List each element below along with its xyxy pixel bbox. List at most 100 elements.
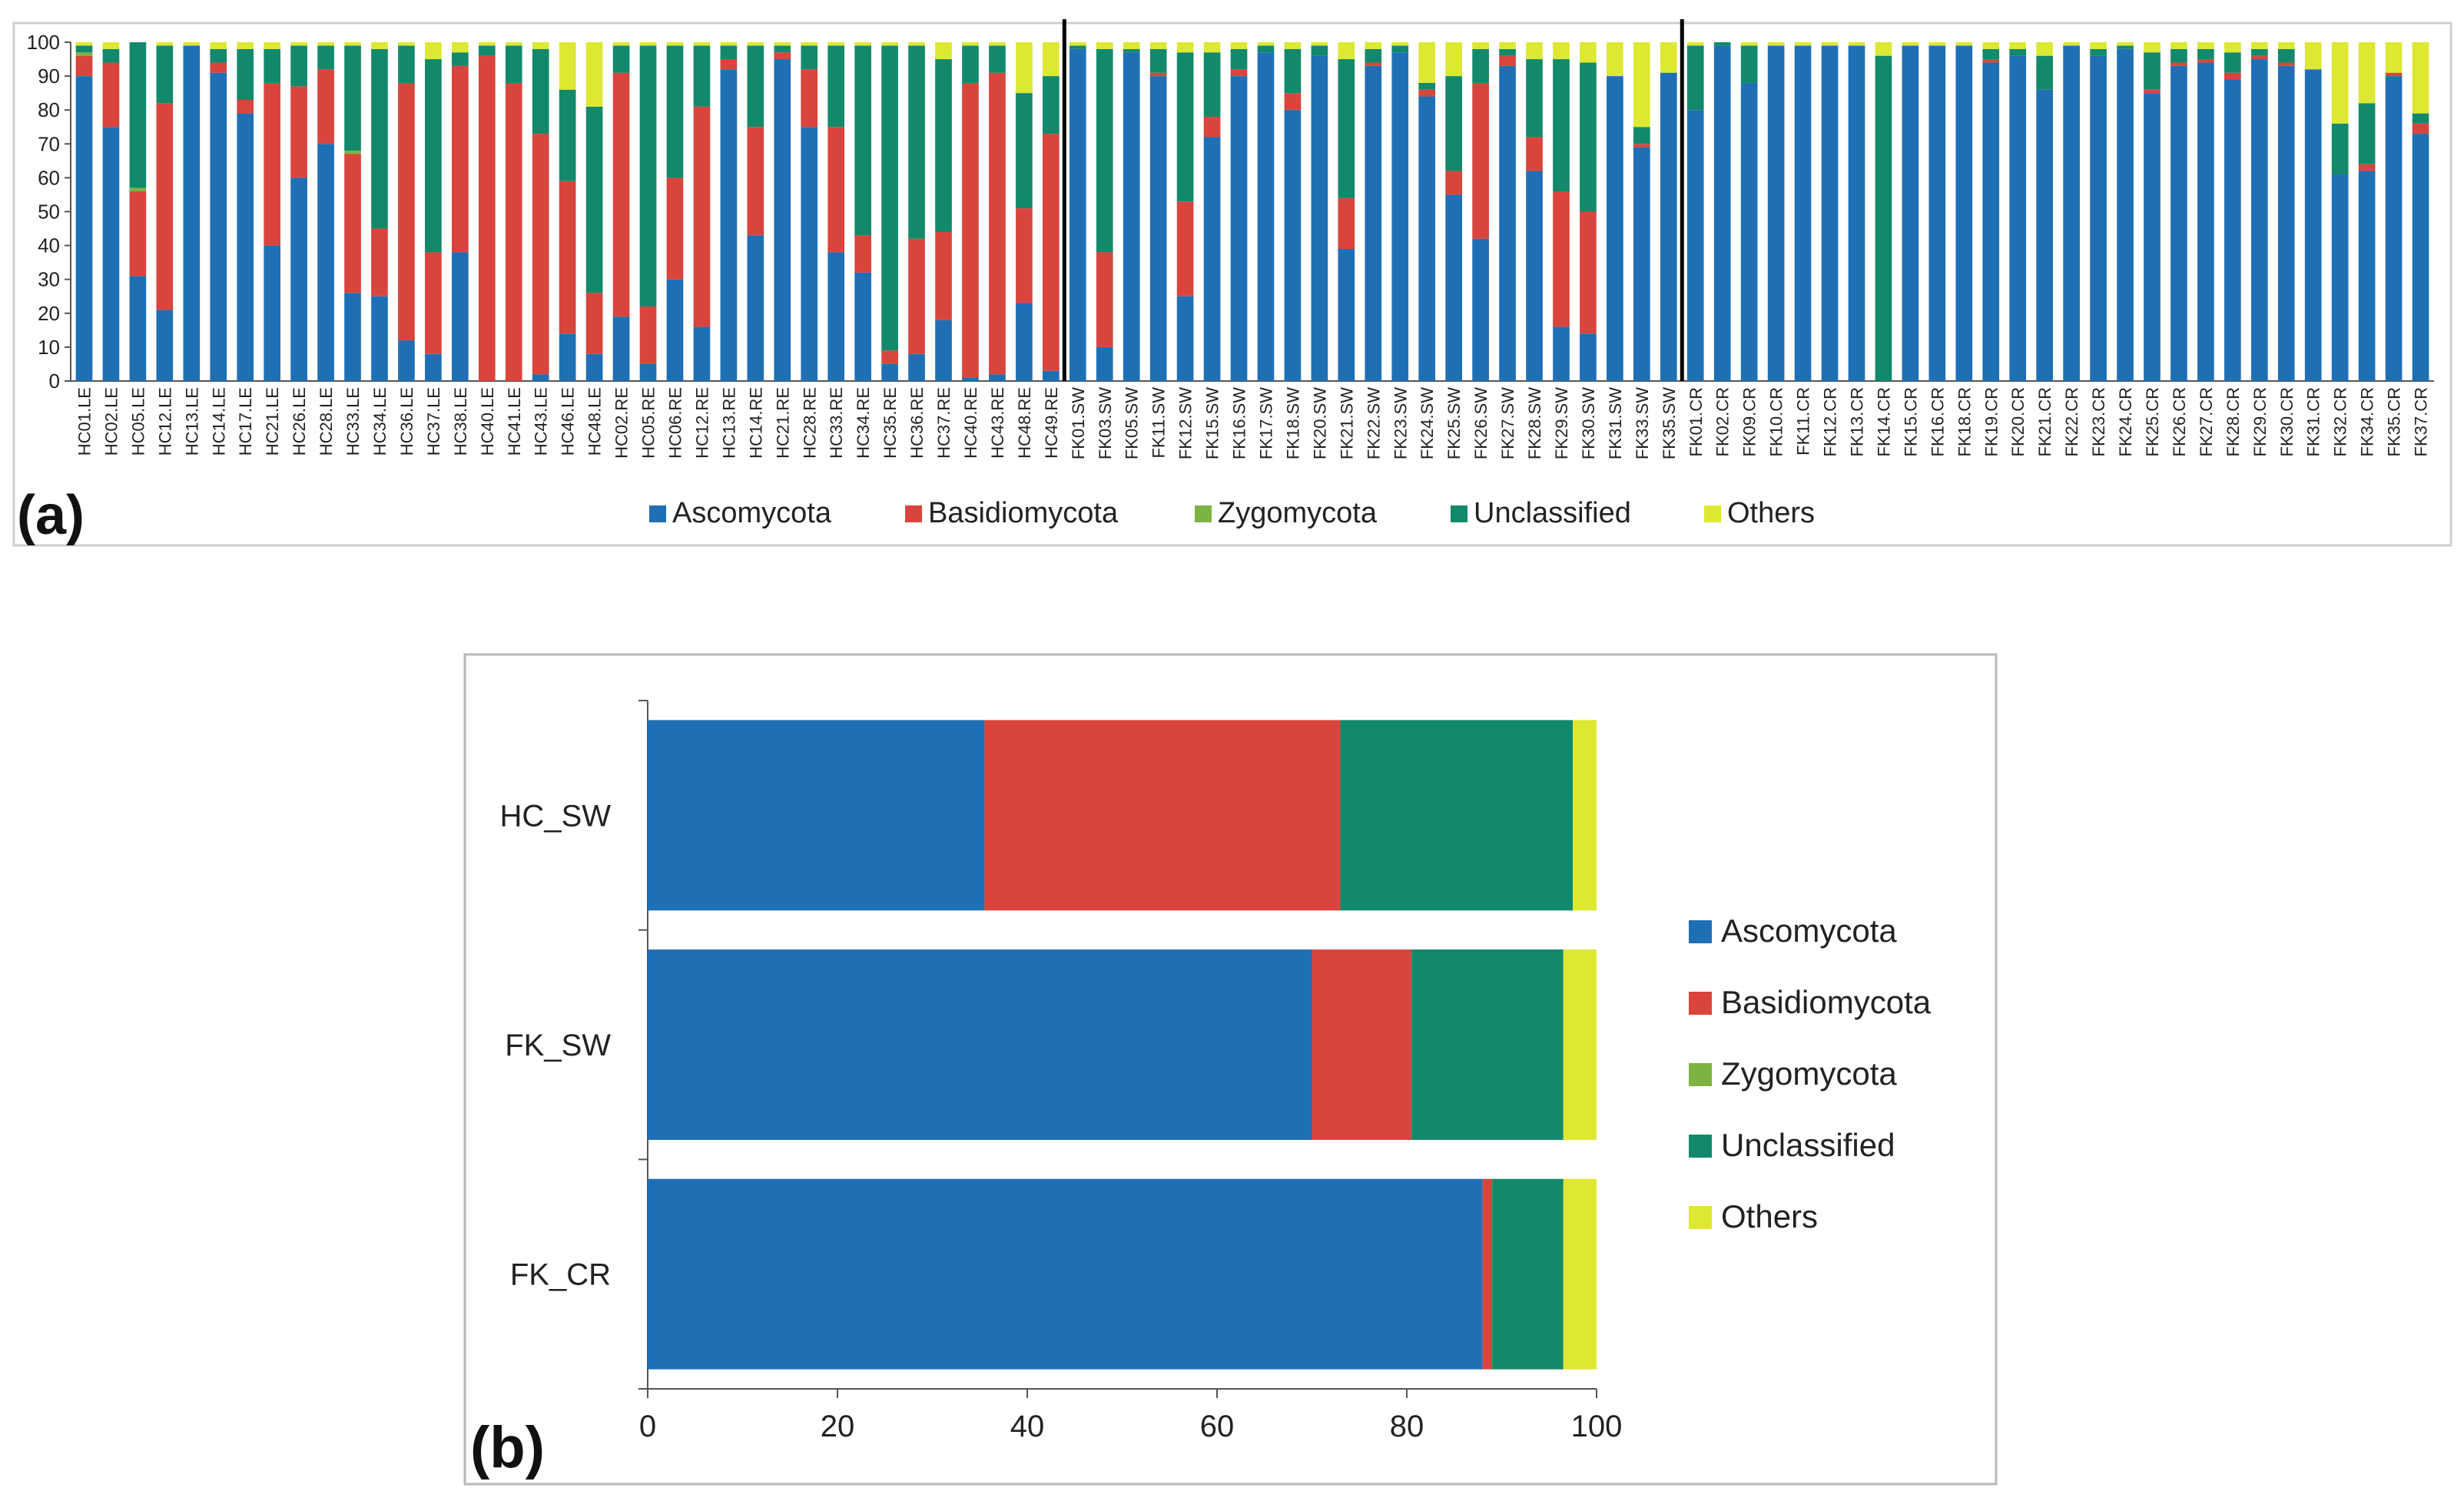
b-x-tick-label: 40 <box>1010 1410 1045 1443</box>
a-bar-basidiomycota-hc21-le <box>264 82 280 246</box>
a-bar-basidiomycota-hc26-le <box>290 86 307 178</box>
a-x-tick-label: HC12.LE <box>155 387 174 456</box>
a-bar-ascomycota-fk01-sw <box>1069 48 1086 381</box>
a-bar-unclassified-hc34-le <box>371 48 388 229</box>
a-bar-others-fk35-cr <box>2385 42 2403 73</box>
a-bar-unclassified-fk21-sw <box>1338 59 1355 198</box>
a-bar-others-hc40-re <box>962 42 979 46</box>
a-bar-unclassified-hc48-re <box>1016 93 1033 209</box>
a-bar-unclassified-fk27-sw <box>1499 48 1516 56</box>
a-bar-basidiomycota-hc40-le <box>478 55 496 381</box>
a-y-tick-label: 100 <box>27 31 60 54</box>
a-bar-others-hc26-le <box>290 42 307 46</box>
a-bar-others-fk12-cr <box>1821 42 1839 46</box>
a-x-tick-label: FK16.SW <box>1230 387 1249 459</box>
a-x-tick-label: FK15.SW <box>1203 387 1222 459</box>
a-bar-ascomycota-fk28-cr <box>2224 79 2241 381</box>
a-x-tick-label: HC34.LE <box>370 387 390 456</box>
a-bar-unclassified-fk20-cr <box>2009 48 2027 56</box>
a-bar-basidiomycota-hc38-le <box>452 65 469 253</box>
a-bar-others-fk34-cr <box>2358 42 2376 104</box>
a-bar-unclassified-fk24-sw <box>1418 82 1436 90</box>
a-bar-ascomycota-hc49-re <box>1043 370 1060 381</box>
a-x-tick-label: HC13.RE <box>719 387 738 459</box>
a-bar-unclassified-fk32-cr <box>2331 123 2349 174</box>
a-x-tick-label: FK02.CR <box>1713 387 1733 456</box>
a-x-tick-label: HC36.LE <box>397 387 416 456</box>
a-x-tick-label: HC06.RE <box>665 387 685 459</box>
b-category-label: FK_CR <box>510 1258 611 1292</box>
b-bar-ascomycota-fk-cr <box>648 1178 1483 1370</box>
a-x-tick-label: FK31.SW <box>1606 387 1625 459</box>
a-x-tick-label: FK23.CR <box>2089 387 2108 456</box>
a-bar-unclassified-fk16-sw <box>1230 48 1248 70</box>
a-x-tick-label: HC40.RE <box>961 387 980 459</box>
a-bar-unclassified-fk29-cr <box>2250 48 2268 56</box>
a-x-tick-label: HC05.RE <box>639 387 658 459</box>
a-x-tick-label: HC26.LE <box>290 387 309 456</box>
a-x-tick-label: HC33.LE <box>343 387 363 456</box>
b-bar-basidiomycota-fk-cr <box>1482 1178 1493 1370</box>
a-bar-unclassified-fk11-sw <box>1149 48 1167 73</box>
a-y-tick-label: 80 <box>38 98 60 121</box>
a-bar-unclassified-hc40-le <box>478 45 496 56</box>
panel-b-label: (b) <box>470 1415 545 1480</box>
a-x-tick-label: FK18.CR <box>1955 387 1974 456</box>
a-x-tick-label: FK19.CR <box>1981 387 2001 456</box>
a-bar-unclassified-hc21-le <box>264 48 280 83</box>
a-bar-ascomycota-hc36-re <box>908 353 925 381</box>
b-legend-label-basidiomycota: Basidiomycota <box>1721 984 1932 1020</box>
a-bar-unclassified-fk37-cr <box>2412 113 2429 124</box>
a-bar-others-hc13-le <box>183 42 201 46</box>
a-bar-others-fk19-cr <box>1982 42 2000 49</box>
b-legend-label-zygomycota: Zygomycota <box>1721 1055 1897 1092</box>
a-bar-basidiomycota-hc46-le <box>559 181 576 334</box>
b-bar-basidiomycota-fk-sw <box>1312 949 1412 1140</box>
a-bar-basidiomycota-hc37-le <box>425 252 442 354</box>
a-bar-ascomycota-fk09-cr <box>1740 82 1758 382</box>
a-bar-ascomycota-fk16-cr <box>1928 45 1946 381</box>
a-bar-others-fk16-cr <box>1928 42 1946 46</box>
a-bar-ascomycota-hc37-re <box>935 320 952 381</box>
a-bar-unclassified-hc43-le <box>532 48 549 134</box>
a-bar-unclassified-fk28-cr <box>2224 52 2241 73</box>
a-bar-unclassified-fk26-cr <box>2171 48 2187 63</box>
a-bar-basidiomycota-fk29-cr <box>2250 55 2268 60</box>
a-bar-others-fk25-sw <box>1445 42 1462 77</box>
a-bar-unclassified-hc38-le <box>452 52 469 66</box>
a-bar-ascomycota-fk34-cr <box>2358 171 2376 381</box>
a-bar-basidiomycota-fk03-sw <box>1096 252 1113 347</box>
a-bar-ascomycota-fk18-cr <box>1955 45 1973 381</box>
a-legend-swatch-basidiomycota <box>905 505 922 522</box>
a-bar-ascomycota-fk03-sw <box>1096 346 1113 381</box>
a-bar-others-fk33-sw <box>1633 42 1650 128</box>
a-y-tick-label: 20 <box>38 302 60 325</box>
a-bar-others-fk03-sw <box>1096 42 1113 49</box>
a-bar-ascomycota-fk35-sw <box>1660 72 1677 381</box>
a-bar-others-fk13-cr <box>1848 42 1865 46</box>
a-bar-basidiomycota-hc48-le <box>585 293 603 354</box>
a-legend-swatch-zygomycota <box>1195 505 1212 522</box>
a-bar-ascomycota-hc05-le <box>129 276 147 381</box>
a-bar-others-hc01-le <box>75 42 93 46</box>
b-bar-others-hc-sw <box>1573 720 1597 911</box>
a-bar-unclassified-hc48-le <box>585 106 603 293</box>
a-bar-others-hc28-re <box>801 42 818 46</box>
b-legend-swatch-others <box>1689 1206 1712 1229</box>
a-legend-label-unclassified: Unclassified <box>1474 497 1631 529</box>
a-bar-others-fk30-cr <box>2277 42 2295 49</box>
a-bar-basidiomycota-hc06-re <box>666 177 684 280</box>
b-bar-ascomycota-hc-sw <box>648 720 985 911</box>
a-bar-unclassified-fk24-cr <box>2117 45 2134 49</box>
a-bar-ascomycota-fk33-sw <box>1633 147 1650 381</box>
a-bar-basidiomycota-hc35-re <box>881 350 898 364</box>
a-bar-basidiomycota-hc33-le <box>344 154 361 293</box>
a-bar-others-hc02-le <box>102 42 120 49</box>
a-bar-ascomycota-hc14-re <box>747 235 764 381</box>
a-x-tick-label: HC28.RE <box>800 387 819 459</box>
a-bar-others-fk27-sw <box>1499 42 1516 49</box>
a-bar-basidiomycota-fk35-cr <box>2385 72 2403 77</box>
a-bar-ascomycota-fk29-sw <box>1553 326 1570 381</box>
a-bar-basidiomycota-fk15-sw <box>1203 117 1221 138</box>
a-bar-unclassified-hc36-re <box>908 45 925 239</box>
